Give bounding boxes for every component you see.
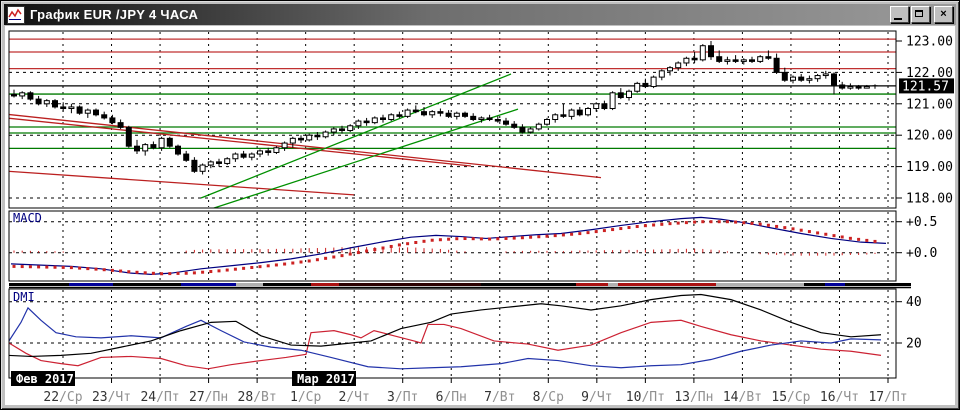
current-price-badge: 121.57 — [899, 78, 954, 94]
svg-text:40: 40 — [906, 295, 922, 310]
svg-text:119.00: 119.00 — [906, 160, 953, 175]
svg-text:10/Пт: 10/Пт — [626, 390, 665, 405]
svg-text:14/Вт: 14/Вт — [723, 390, 762, 405]
svg-text:23/Чт: 23/Чт — [92, 390, 131, 405]
maximize-button[interactable] — [911, 6, 930, 23]
svg-text:22/Ср: 22/Ср — [43, 390, 82, 405]
svg-text:121.00: 121.00 — [906, 97, 953, 112]
svg-text:+0.0: +0.0 — [906, 246, 937, 261]
title-bar[interactable]: График EUR /JPY 4 ЧАСА × — [4, 4, 956, 25]
window-title: График EUR /JPY 4 ЧАСА — [30, 7, 199, 22]
main-levels — [9, 38, 896, 199]
svg-text:16/Чт: 16/Чт — [820, 390, 859, 405]
panel-frames — [8, 30, 897, 379]
price-axis: 123.00 122.00 121.00 120.00 119.00 118.00 — [896, 35, 953, 207]
svg-text:121.57: 121.57 — [902, 79, 949, 94]
svg-text:6/Пн: 6/Пн — [436, 390, 467, 405]
date-gridlines — [62, 32, 889, 377]
svg-text:118.00: 118.00 — [906, 192, 953, 207]
svg-text:DMI: DMI — [13, 290, 35, 304]
indicator-axis: +0.5 +0.0 40 20 — [896, 215, 937, 352]
svg-text:8/Ср: 8/Ср — [533, 390, 564, 405]
dmi-panel — [9, 293, 896, 370]
svg-text:+0.5: +0.5 — [906, 215, 937, 230]
svg-text:3/Пт: 3/Пт — [387, 390, 418, 405]
svg-text:17/Пт: 17/Пт — [868, 390, 907, 405]
svg-text:120.00: 120.00 — [906, 129, 953, 144]
close-button[interactable]: × — [934, 6, 953, 23]
svg-text:24/Пт: 24/Пт — [140, 390, 179, 405]
macd-label: MACD — [13, 211, 42, 225]
svg-text:27/Пн: 27/Пн — [189, 390, 228, 405]
svg-text:MACD: MACD — [13, 211, 42, 225]
chart-icon — [7, 5, 25, 24]
svg-text:20: 20 — [906, 337, 922, 352]
svg-text:15/Ср: 15/Ср — [771, 390, 810, 405]
svg-text:1/Ср: 1/Ср — [290, 390, 321, 405]
candles — [11, 41, 878, 175]
dmi-label: DMI — [13, 290, 35, 304]
svg-text:7/Вт: 7/Вт — [484, 390, 515, 405]
minimize-icon — [894, 18, 902, 20]
macd-panel — [9, 216, 896, 276]
svg-text:Мар 2017: Мар 2017 — [297, 372, 355, 386]
month-markers: Фев 2017 Мар 2017 — [11, 371, 356, 386]
minimize-button[interactable] — [890, 6, 909, 23]
trend-lines — [9, 73, 602, 208]
svg-text:123.00: 123.00 — [906, 35, 953, 50]
svg-text:Фев 2017: Фев 2017 — [16, 372, 74, 386]
svg-text:28/Вт: 28/Вт — [238, 390, 277, 405]
date-axis: 22/Ср 23/Чт 24/Пт 27/Пн 28/Вт 1/Ср 2/Чт 3/Пт 6/П… — [43, 378, 908, 405]
maximize-icon — [915, 10, 923, 17]
svg-text:122.00: 122.00 — [906, 66, 953, 81]
divider-bar — [9, 283, 911, 289]
svg-text:2/Чт: 2/Чт — [339, 390, 370, 405]
svg-text:13/Пн: 13/Пн — [674, 390, 713, 405]
svg-text:9/Чт: 9/Чт — [581, 390, 612, 405]
